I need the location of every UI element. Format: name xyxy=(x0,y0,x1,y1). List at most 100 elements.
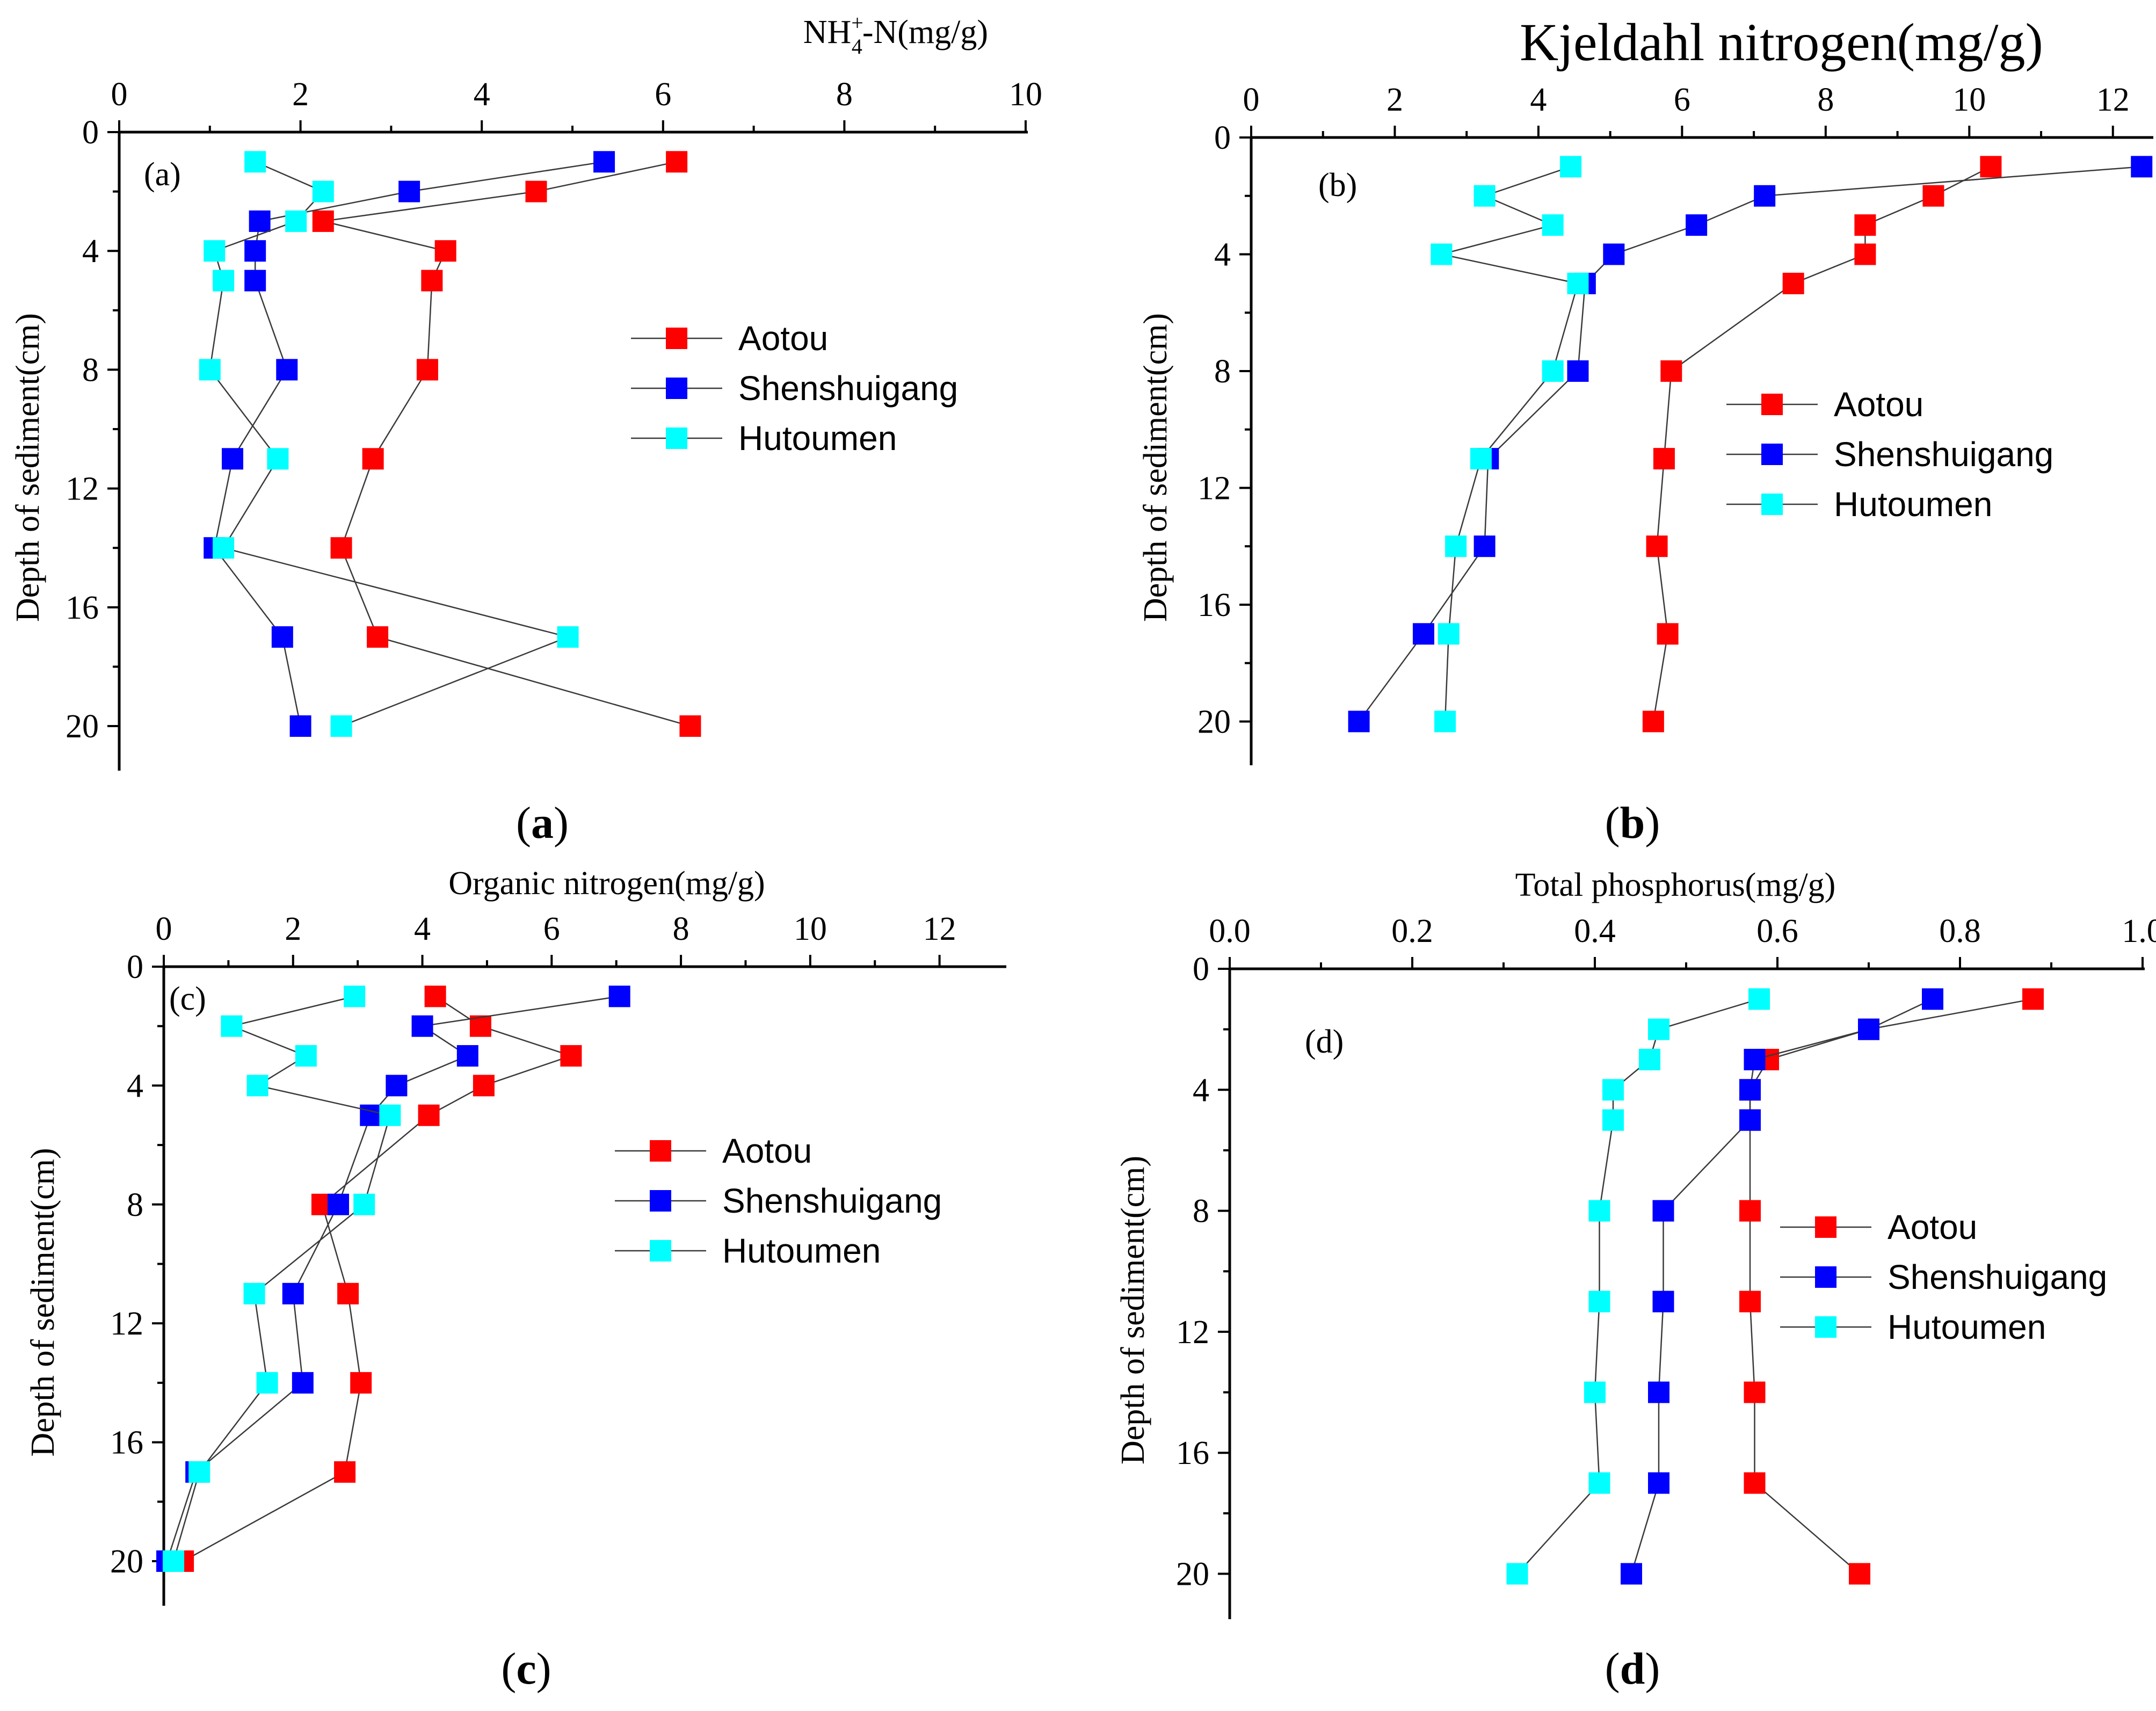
data-point-aotou xyxy=(1980,156,2002,178)
data-point-hutoumen xyxy=(1542,214,1564,236)
data-point-hutoumen xyxy=(243,1282,265,1304)
data-point-hutoumen xyxy=(1438,623,1460,645)
y-tick-label: 12 xyxy=(1197,470,1231,506)
y-tick-label: 8 xyxy=(82,352,99,388)
panel-caption: (d) xyxy=(1605,1644,1660,1694)
legend-label: Aotou xyxy=(738,319,828,358)
legend-label: Shenshuigang xyxy=(738,369,958,408)
legend-marker-shenshuigang xyxy=(1761,444,1783,465)
chart-panel-a: 0 2 4 6 8 10 0 4 8 12 16 20 NH+ 4-N(mg/g) Depth of sed… xyxy=(10,11,1042,848)
data-point-hutoumen xyxy=(312,180,334,202)
legend-label: Shenshuigang xyxy=(722,1181,942,1220)
data-point-hutoumen xyxy=(1434,711,1456,733)
x-axis-title: Organic nitrogen(mg/g) xyxy=(448,865,765,902)
x-axis-title: Total phosphorus(mg/g) xyxy=(1515,867,1836,903)
data-point-hutoumen xyxy=(1748,988,1770,1010)
legend-label: Hutoumen xyxy=(722,1231,881,1270)
data-point-hutoumen xyxy=(163,1550,185,1572)
y-tick-label: 0 xyxy=(127,949,143,985)
data-point-aotou xyxy=(1646,535,1668,557)
data-point-aotou xyxy=(666,151,688,173)
series-aotou xyxy=(172,985,582,1572)
series-line-aotou xyxy=(183,996,574,1562)
series-aotou xyxy=(312,151,701,737)
x-tick-label: 2 xyxy=(285,911,301,947)
panel-letter: (a) xyxy=(144,156,181,193)
data-point-hutoumen xyxy=(1588,1472,1610,1494)
series-line-aotou xyxy=(1652,166,1991,722)
data-point-hutoumen xyxy=(1602,1109,1624,1131)
legend-marker-hutoumen xyxy=(666,427,687,449)
data-point-aotou xyxy=(1653,448,1675,470)
data-point-shenshuigang xyxy=(244,270,266,292)
data-point-shenshuigang xyxy=(1348,711,1370,733)
series-hutoumen xyxy=(1506,988,1770,1585)
data-point-shenshuigang xyxy=(1858,1018,1879,1040)
data-point-aotou xyxy=(1854,243,1876,265)
x-tick-label: 12 xyxy=(923,911,956,947)
x-tick-label: 10 xyxy=(794,911,827,947)
data-point-hutoumen xyxy=(221,1015,243,1037)
data-point-hutoumen xyxy=(1560,156,1582,178)
legend-marker-shenshuigang xyxy=(666,378,687,399)
data-point-shenshuigang xyxy=(244,240,266,262)
data-point-hutoumen xyxy=(285,210,307,232)
data-point-hutoumen xyxy=(1431,243,1453,265)
y-tick-label: 0 xyxy=(82,114,99,151)
legend-marker-shenshuigang xyxy=(1815,1266,1836,1288)
x-tick-label: 10 xyxy=(1952,82,1986,118)
data-point-shenshuigang xyxy=(1686,214,1708,236)
y-tick-label: 12 xyxy=(110,1306,143,1342)
y-tick-label: 16 xyxy=(1176,1435,1209,1471)
y-tick-label: 8 xyxy=(1193,1193,1209,1230)
data-point-hutoumen xyxy=(1602,1079,1624,1101)
series-line-shenshuigang xyxy=(1358,166,2142,722)
legend-marker-hutoumen xyxy=(650,1240,671,1262)
x-tick-label: 4 xyxy=(1530,82,1547,118)
y-tick-label: 12 xyxy=(1176,1314,1209,1351)
data-point-shenshuigang xyxy=(1739,1079,1761,1101)
data-point-aotou xyxy=(525,180,547,202)
panel-letter: (b) xyxy=(1318,167,1357,204)
x-tick-label: 0.0 xyxy=(1209,913,1251,949)
data-point-shenshuigang xyxy=(292,1372,314,1394)
x-tick-label: 8 xyxy=(673,911,689,947)
x-tick-label: 1.0 xyxy=(2122,913,2156,949)
chart-panel-b: 0 2 4 6 8 10 12 0 4 8 12 16 20 Kjeldahl nitrogen(mg/g… xyxy=(1137,12,2153,848)
data-point-aotou xyxy=(1782,272,1804,294)
data-point-hutoumen xyxy=(295,1045,317,1067)
legend-marker-shenshuigang xyxy=(650,1190,671,1212)
x-tick-label: 0 xyxy=(156,911,172,947)
series-aotou xyxy=(1642,156,2002,733)
data-point-hutoumen xyxy=(379,1104,401,1126)
data-point-hutoumen xyxy=(213,270,235,292)
series-shenshuigang xyxy=(156,985,630,1572)
data-point-shenshuigang xyxy=(1648,1472,1669,1494)
data-point-hutoumen xyxy=(1588,1291,1610,1313)
panel-letter: (d) xyxy=(1305,1024,1344,1060)
x-tick-label: 0 xyxy=(1243,82,1260,118)
data-point-aotou xyxy=(560,1045,582,1067)
y-tick-label: 20 xyxy=(110,1543,143,1580)
data-point-aotou xyxy=(1657,623,1679,645)
data-point-hutoumen xyxy=(1567,272,1589,294)
chart-panel-c: 0 2 4 6 8 10 12 0 4 8 12 16 20 Organic nitrogen(mg/g)… xyxy=(25,865,1006,1694)
x-tick-label: 4 xyxy=(474,76,490,113)
legend-label: Aotou xyxy=(722,1132,812,1170)
y-tick-label: 4 xyxy=(82,233,99,270)
data-point-aotou xyxy=(1744,1381,1766,1403)
data-point-shenshuigang xyxy=(398,180,420,202)
series-line-aotou xyxy=(323,161,691,727)
series-hutoumen xyxy=(163,985,401,1572)
x-tick-label: 2 xyxy=(292,76,309,113)
x-tick-label: 4 xyxy=(414,911,431,947)
data-point-hutoumen xyxy=(1542,360,1564,382)
x-axis-title: Kjeldahl nitrogen(mg/g) xyxy=(1520,12,2043,72)
data-point-aotou xyxy=(334,1461,356,1483)
data-point-aotou xyxy=(434,240,456,262)
x-tick-label: 8 xyxy=(1817,82,1834,118)
legend-label: Hutoumen xyxy=(738,419,897,458)
series-line-shenshuigang xyxy=(166,996,620,1562)
series-hutoumen xyxy=(1431,156,1589,733)
x-tick-label: 0.2 xyxy=(1391,913,1433,949)
